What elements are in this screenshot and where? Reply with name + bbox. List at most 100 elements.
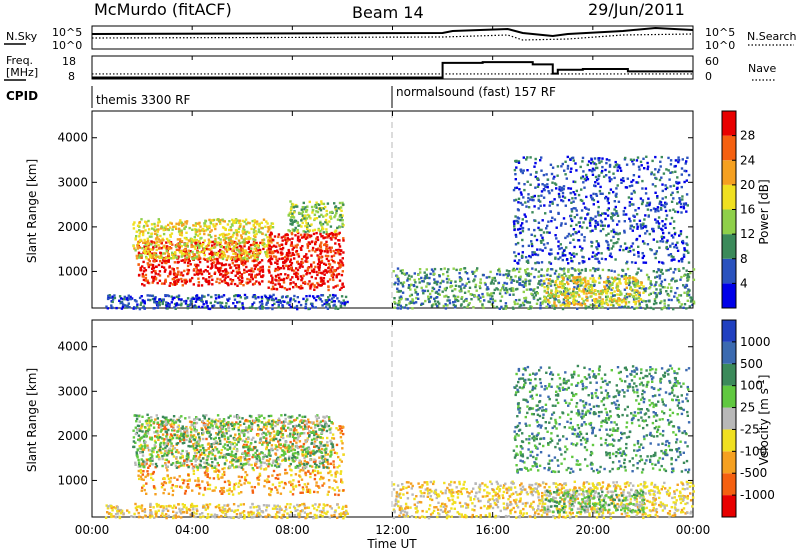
range-gate-cell [321, 419, 325, 423]
range-gate-cell [279, 301, 283, 304]
range-gate-cell [536, 185, 540, 188]
range-gate-cell [540, 261, 544, 264]
range-gate-cell [582, 277, 585, 280]
range-gate-cell [473, 278, 476, 281]
range-gate-cell [233, 282, 237, 286]
range-gate-cell [584, 217, 587, 220]
range-gate-cell [539, 234, 543, 237]
range-gate-cell [306, 271, 309, 275]
range-gate-cell [229, 226, 232, 229]
range-gate-cell [140, 489, 143, 492]
range-gate-cell [252, 301, 256, 304]
range-gate-cell [184, 225, 187, 228]
range-gate-cell [265, 446, 268, 449]
range-gate-cell [334, 214, 337, 217]
range-gate-cell [401, 291, 405, 294]
range-gate-cell [284, 238, 287, 242]
range-gate-cell [594, 301, 597, 304]
range-gate-cell [191, 276, 194, 280]
range-gate-cell [271, 276, 274, 279]
range-gate-cell [268, 487, 271, 490]
range-gate-cell [690, 296, 693, 300]
range-gate-cell [211, 258, 214, 262]
range-gate-cell [213, 261, 216, 264]
range-gate-cell [658, 277, 662, 280]
range-gate-cell [569, 191, 572, 195]
range-gate-cell [557, 257, 560, 261]
range-gate-cell [585, 195, 588, 199]
range-gate-cell [223, 255, 227, 258]
range-gate-cell [523, 297, 526, 300]
range-gate-cell [639, 269, 643, 272]
range-gate-cell [561, 162, 564, 166]
range-gate-cell [676, 176, 679, 179]
range-gate-cell [137, 469, 140, 473]
range-gate-cell [570, 259, 573, 263]
range-gate-cell [177, 294, 181, 297]
range-gate-cell [578, 225, 582, 228]
range-gate-cell [668, 178, 671, 181]
range-gate-cell [295, 275, 298, 278]
range-gate-cell [640, 164, 643, 167]
range-gate-cell [187, 258, 190, 261]
range-gate-cell [133, 247, 136, 250]
range-gate-cell [531, 244, 534, 248]
range-gate-cell [291, 214, 294, 217]
range-gate-cell [394, 302, 397, 305]
range-gate-cell [230, 280, 234, 283]
range-gate-cell [399, 304, 402, 308]
range-gate-cell [277, 233, 281, 236]
range-gate-cell [139, 230, 143, 233]
range-gate-cell [215, 266, 219, 270]
range-gate-cell [328, 278, 332, 281]
range-gate-cell [198, 256, 201, 259]
range-gate-cell [692, 300, 696, 303]
range-gate-cell [476, 267, 479, 270]
range-gate-cell [594, 289, 597, 292]
range-gate-cell [196, 269, 199, 272]
range-gate-cell [655, 293, 658, 297]
range-gate-cell [604, 258, 607, 261]
range-gate-cell [512, 289, 515, 293]
range-gate-cell [326, 247, 329, 251]
range-gate-cell [597, 205, 600, 209]
range-gate-cell [585, 226, 589, 230]
range-gate-cell [659, 240, 662, 243]
range-gate-cell [291, 251, 294, 255]
range-gate-cell [567, 282, 570, 286]
range-gate-cell [622, 210, 625, 213]
range-gate-cell [594, 215, 597, 218]
range-gate-cell [235, 230, 238, 233]
range-gate-cell [150, 476, 153, 480]
range-gate-cell [265, 425, 269, 428]
range-gate-cell [556, 277, 559, 281]
range-gate-cell [597, 177, 600, 180]
range-gate-cell [448, 301, 452, 305]
range-gate-cell [311, 211, 314, 214]
range-gate-cell [632, 179, 635, 182]
range-gate-cell [151, 297, 155, 301]
range-gate-cell [129, 295, 132, 299]
range-gate-cell [634, 277, 637, 280]
range-gate-cell [683, 247, 686, 250]
range-gate-cell [231, 240, 234, 243]
range-gate-cell [648, 299, 651, 302]
range-gate-cell [542, 173, 546, 177]
range-gate-cell [326, 307, 330, 310]
range-gate-cell [517, 161, 521, 164]
range-gate-cell [308, 242, 312, 245]
range-gate-cell [338, 231, 341, 235]
range-gate-cell [271, 222, 275, 225]
range-gate-cell [329, 211, 332, 214]
range-gate-cell [217, 469, 220, 472]
range-gate-cell [150, 271, 154, 274]
range-gate-cell [171, 267, 174, 270]
range-gate-cell [236, 219, 239, 222]
range-gate-cell [618, 306, 621, 309]
range-gate-cell [566, 281, 569, 284]
range-gate-cell [551, 216, 554, 219]
range-gate-cell [154, 296, 157, 299]
range-gate-cell [147, 298, 150, 302]
range-gate-cell [176, 273, 180, 276]
range-gate-cell [602, 301, 605, 304]
